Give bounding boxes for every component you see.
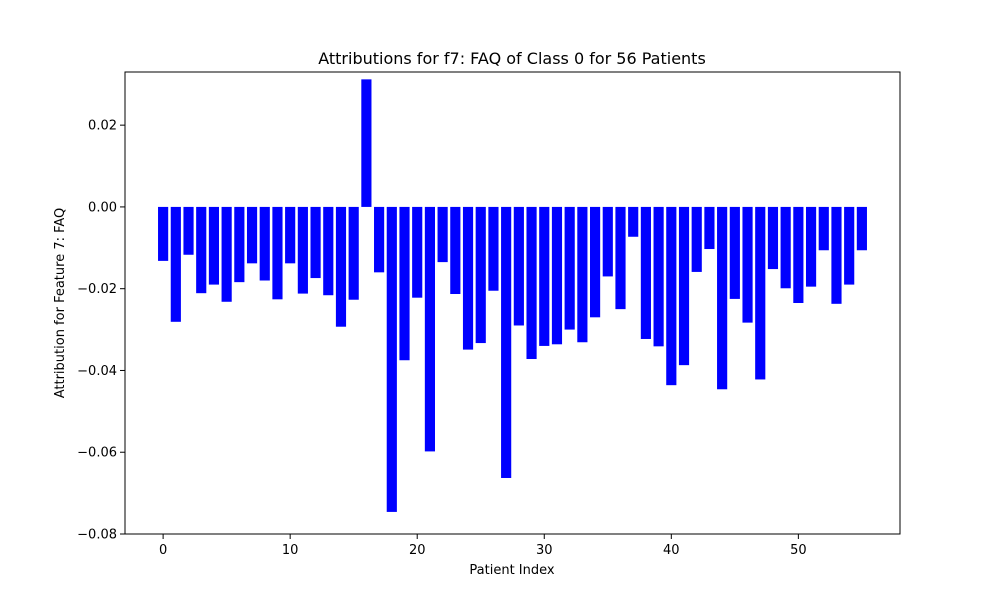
bar-34	[590, 206, 601, 318]
bar-43	[704, 206, 715, 250]
y-tick-label: 0.00	[88, 200, 117, 215]
plot-frame	[124, 71, 901, 535]
bar-7	[246, 206, 258, 264]
bar-14	[335, 206, 347, 327]
y-tick-label: −0.02	[77, 282, 117, 297]
bar-49	[780, 206, 791, 289]
bar-18	[386, 206, 397, 512]
bar-24	[462, 206, 474, 350]
bar-51	[805, 206, 817, 287]
bar-30	[539, 206, 550, 346]
bar-0	[158, 206, 169, 261]
bar-45	[729, 206, 740, 299]
bar-50	[793, 206, 804, 303]
bar-12	[310, 206, 321, 279]
bar-55	[856, 206, 867, 251]
bar-5	[221, 206, 232, 302]
y-tick-label: 0.02	[88, 119, 117, 134]
bar-41	[678, 206, 690, 366]
bar-20	[412, 206, 423, 298]
bar-1	[170, 206, 181, 322]
y-tick-label: −0.06	[77, 446, 117, 461]
chart-title: Attributions for f7: FAQ of Class 0 for …	[318, 49, 706, 68]
bar-36	[615, 206, 626, 310]
bar-54	[844, 206, 855, 285]
bar-52	[818, 206, 829, 251]
x-tick-label: 10	[282, 543, 299, 558]
bar-9	[272, 206, 283, 300]
x-axis: 0 10 20 30 40 50	[159, 534, 807, 558]
bar-21	[424, 206, 435, 452]
x-tick-label: 20	[409, 543, 426, 558]
bar-39	[653, 206, 664, 347]
bar-15	[348, 206, 359, 300]
bar-17	[374, 206, 385, 273]
x-axis-label: Patient Index	[469, 563, 554, 578]
bar-25	[475, 206, 486, 344]
bar-53	[831, 206, 842, 304]
bar-35	[602, 206, 613, 277]
bar-42	[691, 206, 702, 272]
bars-group	[158, 79, 867, 512]
x-tick-label: 0	[159, 543, 167, 558]
bar-38	[640, 206, 651, 339]
bar-19	[399, 206, 410, 361]
y-axis: −0.08 −0.06 −0.04 −0.02 0.00 0.02	[77, 119, 125, 543]
bar-32	[564, 206, 575, 330]
bar-44	[717, 206, 728, 390]
bar-11	[297, 206, 308, 294]
bar-33	[577, 206, 588, 343]
bar-2	[183, 206, 194, 255]
x-tick-label: 50	[790, 543, 807, 558]
y-tick-label: −0.04	[77, 364, 117, 379]
y-axis-label: Attribution for Feature 7: FAQ	[53, 208, 68, 399]
bar-22	[437, 206, 448, 263]
x-tick-label: 30	[536, 543, 553, 558]
bar-13	[323, 206, 334, 296]
bar-40	[666, 206, 677, 386]
bar-29	[526, 206, 537, 360]
bar-16	[361, 79, 372, 207]
bar-6	[234, 206, 245, 283]
bar-28	[513, 206, 524, 326]
bar-8	[259, 206, 270, 281]
bar-48	[767, 206, 779, 270]
x-tick-label: 40	[663, 543, 680, 558]
bar-23	[450, 206, 461, 295]
bar-10	[285, 206, 296, 264]
bar-37	[628, 206, 639, 237]
bar-26	[488, 206, 499, 291]
bar-4	[208, 206, 220, 285]
y-tick-label: −0.08	[77, 528, 117, 543]
bar-47	[755, 206, 766, 380]
bar-46	[742, 206, 753, 323]
bar-3	[196, 206, 207, 294]
bar-27	[501, 206, 512, 478]
bar-31	[551, 206, 563, 345]
